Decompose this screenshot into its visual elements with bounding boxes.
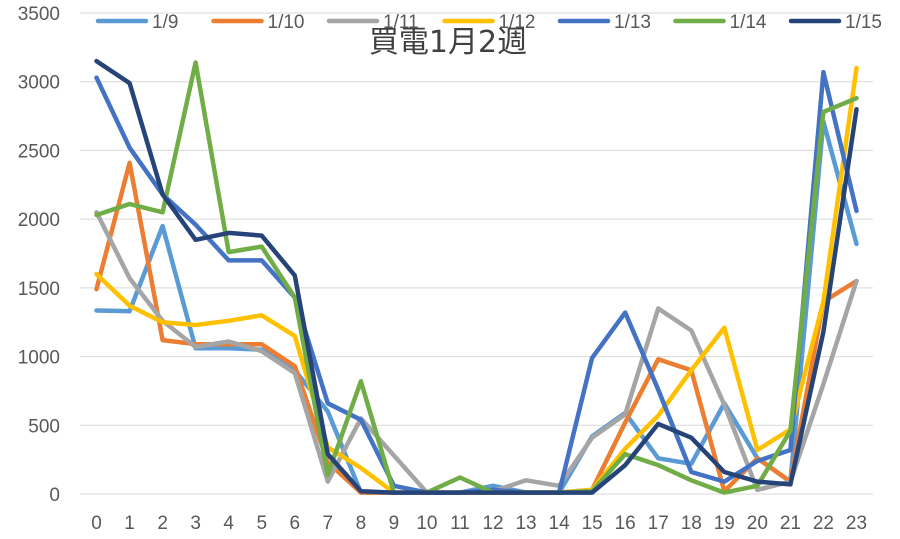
y-tick-label: 0 (49, 485, 60, 506)
x-tick-label: 22 (813, 513, 834, 534)
x-tick-label: 2 (157, 513, 168, 534)
x-tick-label: 10 (416, 513, 437, 534)
x-tick-label: 6 (289, 513, 300, 534)
series-line-1-14 (94, 60, 859, 495)
x-tick-label: 18 (681, 513, 702, 534)
y-tick-label: 3000 (18, 73, 60, 94)
x-tick-label: 19 (714, 513, 735, 534)
legend-label: 1/15 (845, 12, 882, 33)
y-tick-label: 500 (28, 416, 60, 437)
x-tick-label: 13 (515, 513, 536, 534)
x-tick-label: 0 (91, 513, 102, 534)
x-tick-label: 16 (615, 513, 636, 534)
legend-label: 1/13 (614, 12, 651, 33)
x-tick-label: 4 (223, 513, 234, 534)
x-tick-label: 5 (256, 513, 267, 534)
legend-item: 1/9 (95, 12, 178, 33)
x-tick-label: 15 (582, 513, 603, 534)
legend-label: 1/14 (730, 12, 767, 33)
legend-label: 1/12 (499, 12, 536, 33)
x-tick-label: 21 (780, 513, 801, 534)
series-lines (94, 58, 859, 495)
legend-label: 1/11 (383, 12, 419, 33)
x-tick-label: 1 (124, 513, 135, 534)
x-tick-label: 14 (549, 513, 571, 534)
x-tick-label: 9 (389, 513, 400, 534)
series-line-1-15 (94, 58, 859, 495)
legend-item: 1/11 (326, 12, 419, 33)
x-tick-label: 17 (648, 513, 669, 534)
x-tick-label: 3 (190, 513, 201, 534)
x-tick-label: 20 (747, 513, 768, 534)
grid-lines (80, 12, 873, 426)
legend-label: 1/9 (152, 12, 178, 33)
y-tick-label: 2500 (18, 141, 60, 162)
legend-label: 1/10 (268, 12, 305, 33)
chart-title: 買電1月2週 (369, 25, 527, 60)
x-tick-label: 11 (450, 513, 470, 534)
legend-item: 1/14 (673, 12, 767, 33)
legend-item: 1/10 (211, 12, 305, 33)
y-tick-label: 1500 (18, 279, 60, 300)
x-tick-label: 12 (482, 513, 503, 534)
y-tick-label: 3500 (18, 4, 60, 25)
legend-item: 1/15 (788, 12, 882, 33)
x-tick-label: 8 (356, 513, 367, 534)
legend-item: 1/12 (442, 12, 536, 33)
x-tick-label: 23 (846, 513, 867, 534)
legend: 1/9 1/10 1/11 1/12 1/13 1/14 1/15 (95, 12, 882, 33)
legend-item: 1/13 (557, 12, 651, 33)
y-tick-label: 1000 (18, 348, 60, 369)
y-tick-label: 2000 (18, 210, 60, 231)
x-tick-label: 7 (323, 513, 334, 534)
